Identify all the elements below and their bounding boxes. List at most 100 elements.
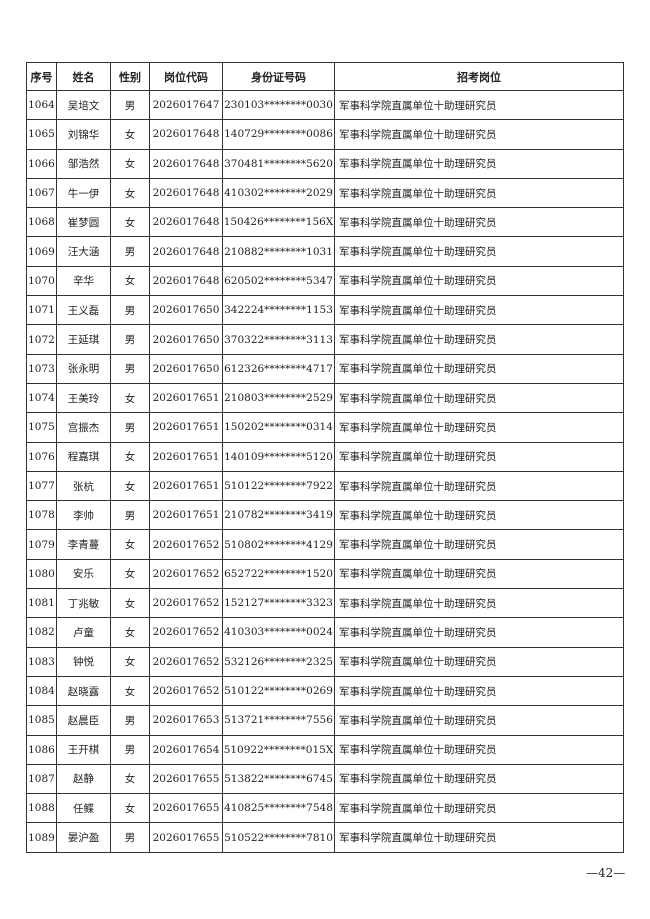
cell-id-number: 210803********2529 — [222, 382, 335, 414]
cell-id-number: 152127********3323 — [222, 588, 335, 619]
cell-position-code: 2026017655 — [149, 793, 223, 824]
table-row: 1070 辛华女 2026017648 620502********5347 军事科学院… — [26, 265, 624, 297]
cell-position-code: 2026017650 — [149, 353, 223, 384]
cell-gender: 男 — [110, 236, 150, 267]
cell-id-number: 513822********6745 — [222, 763, 335, 795]
cell-position-code: 2026017655 — [149, 763, 223, 795]
table-row: 1084 赵晓露女 2026017652 510122********0269 军事科学… — [26, 675, 624, 707]
cell-position-code: 2026017653 — [149, 705, 223, 736]
cell-index: 1084 — [26, 675, 57, 707]
cell-index: 1085 — [26, 705, 57, 736]
cell-name: 晏沪盈 — [56, 822, 111, 853]
cell-position: 军事科学院直属单位十助理研究员 — [334, 441, 624, 472]
cell-index: 1069 — [26, 236, 57, 267]
cell-name: 张杭 — [56, 470, 111, 502]
cell-gender: 女 — [110, 588, 150, 619]
cell-position-code: 2026017652 — [149, 646, 223, 677]
cell-index: 1075 — [26, 412, 57, 443]
cell-gender: 女 — [110, 265, 150, 297]
cell-position: 军事科学院直属单位十助理研究员 — [334, 324, 624, 355]
cell-position: 军事科学院直属单位十助理研究员 — [334, 265, 624, 297]
cell-name: 王美玲 — [56, 382, 111, 414]
cell-gender: 男 — [110, 89, 150, 121]
cell-position-code: 2026017648 — [149, 236, 223, 267]
cell-position: 军事科学院直属单位十助理研究员 — [334, 177, 624, 209]
cell-position: 军事科学院直属单位十助理研究员 — [334, 382, 624, 414]
cell-position: 军事科学院直属单位十助理研究员 — [334, 353, 624, 384]
cell-position-code: 2026017652 — [149, 529, 223, 560]
cell-name: 安乐 — [56, 558, 111, 590]
cell-position-code: 2026017651 — [149, 412, 223, 443]
cell-position-code: 2026017652 — [149, 675, 223, 707]
cell-gender: 男 — [110, 324, 150, 355]
cell-gender: 女 — [110, 382, 150, 414]
cell-gender: 女 — [110, 207, 150, 238]
cell-position-code: 2026017651 — [149, 500, 223, 531]
cell-id-number: 140729********0086 — [222, 119, 335, 150]
cell-name: 赵晨臣 — [56, 705, 111, 736]
table-row: 1073 张永明男 2026017650 612326********4717 军事科学… — [26, 353, 624, 384]
header-index: 序号 — [26, 62, 57, 91]
cell-index: 1089 — [26, 822, 57, 853]
cell-name: 王开棋 — [56, 734, 111, 765]
cell-index: 1077 — [26, 470, 57, 502]
cell-position-code: 2026017648 — [149, 265, 223, 297]
cell-name: 张永明 — [56, 353, 111, 384]
cell-gender: 女 — [110, 470, 150, 502]
table-row: 1071 王义磊男 2026017650 342224********1153 军事科学… — [26, 295, 624, 326]
cell-id-number: 652722********1520 — [222, 558, 335, 590]
cell-position: 军事科学院直属单位十助理研究员 — [334, 793, 624, 824]
cell-gender: 男 — [110, 412, 150, 443]
cell-position: 军事科学院直属单位十助理研究员 — [334, 734, 624, 765]
cell-name: 李青蔓 — [56, 529, 111, 560]
cell-position-code: 2026017652 — [149, 617, 223, 648]
cell-index: 1082 — [26, 617, 57, 648]
header-name: 姓名 — [56, 62, 111, 91]
roster-table: 序号 姓名 性别 岗位代码 身份证号码 招考岗位 1064 吴培文男 2026017… — [26, 62, 624, 853]
cell-gender: 女 — [110, 529, 150, 560]
cell-name: 丁兆敏 — [56, 588, 111, 619]
cell-index: 1083 — [26, 646, 57, 677]
cell-position: 军事科学院直属单位十助理研究员 — [334, 646, 624, 677]
cell-position-code: 2026017651 — [149, 382, 223, 414]
table-row: 1076 程嘉琪女 2026017651 140109********5120 军事科学… — [26, 441, 624, 472]
cell-id-number: 210782********3419 — [222, 500, 335, 531]
header-position-code: 岗位代码 — [149, 62, 223, 91]
table-row: 1080 安乐女 2026017652 652722********1520 军事科学院… — [26, 558, 624, 590]
cell-gender: 女 — [110, 441, 150, 472]
cell-index: 1086 — [26, 734, 57, 765]
cell-gender: 女 — [110, 793, 150, 824]
cell-id-number: 510922********015X — [222, 734, 335, 765]
cell-id-number: 370322********3113 — [222, 324, 335, 355]
cell-gender: 男 — [110, 705, 150, 736]
table-row: 1065 刘锦华女 2026017648 140729********0086 军事科学… — [26, 119, 624, 150]
cell-index: 1079 — [26, 529, 57, 560]
cell-id-number: 230103********0030 — [222, 89, 335, 121]
cell-position-code: 2026017650 — [149, 295, 223, 326]
cell-id-number: 510122********0269 — [222, 675, 335, 707]
cell-position: 军事科学院直属单位十助理研究员 — [334, 763, 624, 795]
cell-position: 军事科学院直属单位十助理研究员 — [334, 470, 624, 502]
cell-position-code: 2026017651 — [149, 470, 223, 502]
table-header-row: 序号 姓名 性别 岗位代码 身份证号码 招考岗位 — [26, 62, 624, 91]
cell-name: 王延琪 — [56, 324, 111, 355]
cell-index: 1071 — [26, 295, 57, 326]
cell-index: 1076 — [26, 441, 57, 472]
cell-position: 军事科学院直属单位十助理研究员 — [334, 529, 624, 560]
cell-position: 军事科学院直属单位十助理研究员 — [334, 617, 624, 648]
cell-position-code: 2026017648 — [149, 119, 223, 150]
table-row: 1085 赵晨臣男 2026017653 513721********7556 军事科学… — [26, 705, 624, 736]
cell-index: 1073 — [26, 353, 57, 384]
cell-name: 李帅 — [56, 500, 111, 531]
cell-gender: 男 — [110, 500, 150, 531]
cell-position-code: 2026017647 — [149, 89, 223, 121]
page-number: —42— — [586, 866, 626, 880]
table-row: 1072 王延琪男 2026017650 370322********3113 军事科学… — [26, 324, 624, 355]
table-row: 1079 李青蔓女 2026017652 510802********4129 军事科学… — [26, 529, 624, 560]
cell-name: 赵静 — [56, 763, 111, 795]
cell-id-number: 410303********0024 — [222, 617, 335, 648]
cell-index: 1068 — [26, 207, 57, 238]
cell-index: 1072 — [26, 324, 57, 355]
cell-name: 辛华 — [56, 265, 111, 297]
cell-name: 刘锦华 — [56, 119, 111, 150]
